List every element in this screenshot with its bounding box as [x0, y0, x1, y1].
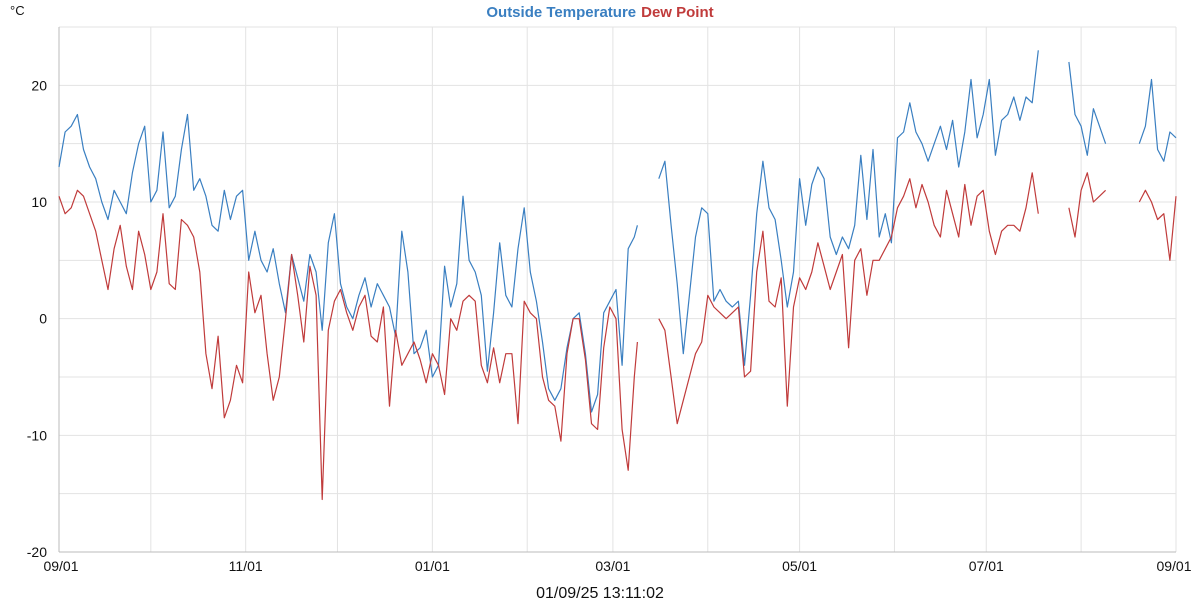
x-tick-label: 11/01 [229, 558, 263, 574]
x-tick-label: 05/01 [782, 558, 817, 574]
series-outside-temperature [58, 50, 1177, 413]
series-line-outside-temperature [58, 113, 638, 413]
series-line-dew-point [1138, 189, 1177, 261]
series-line-dew-point [658, 172, 1039, 425]
y-tick-label: 0 [39, 311, 47, 327]
legend: Outside Temperature Dew Point [486, 4, 713, 21]
legend-outside-temperature[interactable]: Outside Temperature [486, 4, 636, 21]
series-line-outside-temperature [1068, 61, 1107, 156]
series-line-outside-temperature [658, 50, 1039, 366]
grid [58, 26, 1177, 553]
y-tick-label: -20 [27, 544, 47, 560]
y-tick-label: -10 [27, 427, 47, 443]
series-line-outside-temperature [1138, 78, 1177, 162]
y-tick-label: 10 [31, 194, 47, 210]
series-line-dew-point [58, 189, 638, 501]
x-tick-label: 07/01 [969, 558, 1004, 574]
series-layer [58, 50, 1177, 501]
x-tick-label: 01/01 [415, 558, 450, 574]
y-axis-unit: °C [10, 3, 25, 18]
series-line-dew-point [1068, 172, 1107, 238]
timestamp-label: 01/09/25 13:11:02 [536, 585, 664, 600]
series-dew-point [58, 172, 1177, 501]
x-tick-label: 09/01 [43, 558, 78, 574]
x-tick-label: 09/01 [1156, 558, 1191, 574]
axes: -20 -10 0 10 20 09/01 11/01 01/01 03/01 05/01 07/0… [27, 27, 1192, 574]
y-tick-label: 20 [31, 77, 47, 93]
legend-dew-point[interactable]: Dew Point [641, 4, 714, 21]
x-tick-label: 03/01 [595, 558, 630, 574]
